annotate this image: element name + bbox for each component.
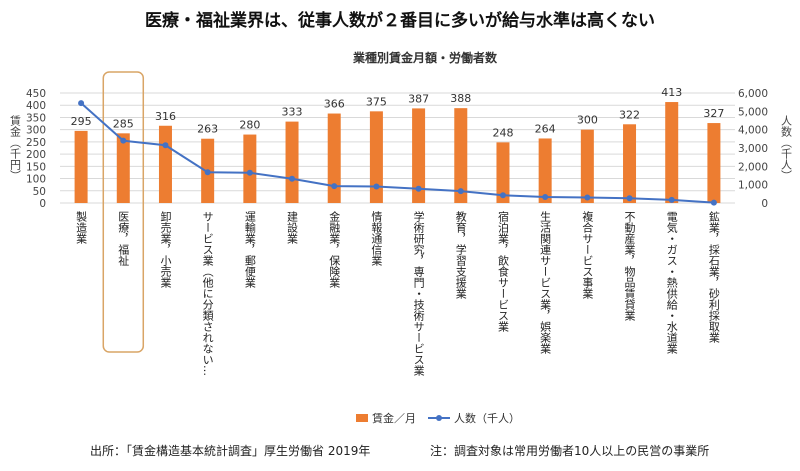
bar-data-label: 248 (492, 126, 513, 139)
y-tick-left: 400 (26, 100, 46, 112)
line-point (78, 100, 85, 107)
legend-swatch-bar (356, 414, 368, 422)
y-tick-right: 0 (761, 198, 768, 210)
legend-label-bar: 賃金／月 (372, 411, 416, 425)
bar-data-label: 263 (197, 123, 218, 136)
bar-data-label: 388 (450, 92, 471, 105)
bar-data-label: 327 (703, 107, 724, 120)
y-tick-left: 450 (26, 88, 46, 100)
x-tick-label: 鉱業，採石業，砂利採取業 (707, 210, 720, 343)
bar (243, 134, 257, 203)
footer-note: 注：調査対象は常用労働者10人以上の民営の事業所 (430, 444, 710, 458)
y-tick-right: 3,000 (738, 143, 768, 155)
x-tick-label: 医療，福祉 (117, 211, 130, 267)
x-tick-label: 情報通信業 (370, 211, 383, 266)
bar (538, 138, 552, 203)
x-tick-label: 複合サービス事業 (581, 210, 594, 299)
y-axis-label-right: 人数（千人） (780, 115, 793, 181)
bar-data-label: 333 (282, 106, 303, 119)
y-tick-right: 2,000 (738, 161, 768, 173)
bar (412, 108, 426, 203)
y-tick-left: 300 (26, 125, 46, 137)
y-tick-left: 150 (26, 161, 46, 173)
line-point (204, 169, 211, 176)
y-tick-right: 6,000 (738, 88, 768, 100)
y-tick-right: 1,000 (738, 180, 768, 192)
bar (623, 124, 637, 203)
bar (496, 142, 510, 203)
line-point (626, 195, 633, 202)
line-point (162, 142, 169, 149)
bar-data-label: 300 (577, 114, 598, 127)
x-tick-label: 生活関連サービス業，娯楽業 (539, 210, 552, 354)
x-tick-label: 金融業，保険業 (328, 210, 341, 288)
bar-data-label: 264 (535, 122, 556, 135)
x-tick-label: 不動産業，物品賃貸業 (623, 211, 636, 321)
bar-data-label: 322 (619, 108, 640, 121)
line-point (668, 196, 675, 203)
bar-data-label: 375 (366, 95, 387, 108)
x-tick-label: 宿泊業，飲食サービス業 (496, 210, 509, 332)
line-point (542, 193, 549, 200)
line-point (289, 175, 296, 182)
bar-data-label: 316 (155, 110, 176, 123)
line-point (120, 137, 127, 144)
y-axis-label-left: 賃金（千円） (9, 114, 22, 181)
line-point (373, 183, 380, 190)
x-tick-label: 学術研究，専門・技術サービス業 (412, 210, 425, 376)
bar (285, 121, 299, 203)
y-tick-left: 50 (33, 186, 46, 198)
bar (707, 123, 721, 203)
x-tick-label: 製造業 (75, 210, 88, 244)
footer-source: 出所：「賃金構造基本統計調査」厚生労働省 2019年 (90, 444, 371, 458)
x-tick-label: 電気・ガス・熱供給・水道業 (665, 211, 678, 354)
bar (580, 129, 594, 203)
x-tick-label: 運輸業，郵便業 (243, 211, 256, 288)
chart-title: 業種別賃金月額・労働者数 (352, 50, 498, 65)
line-point (584, 194, 591, 201)
y-tick-left: 100 (26, 174, 46, 186)
x-tick-label: 建設業 (286, 210, 299, 244)
y-tick-right: 4,000 (738, 125, 768, 137)
bar (327, 113, 341, 203)
bar (74, 130, 88, 203)
bar (665, 102, 679, 203)
y-tick-left: 200 (26, 149, 46, 161)
bar-data-label: 366 (324, 98, 345, 111)
line-point (457, 188, 464, 195)
y-tick-left: 350 (26, 112, 46, 124)
bar (454, 108, 468, 203)
bar-data-label: 295 (71, 115, 92, 128)
line-point (710, 199, 717, 206)
line-series (80, 102, 714, 204)
legend-label-line: 人数（千人） (454, 412, 520, 425)
bar (116, 133, 130, 203)
x-tick-label: 卸売業，小売業 (159, 210, 172, 288)
bar-data-label: 413 (661, 86, 682, 99)
y-tick-left: 250 (26, 137, 46, 149)
legend-marker-line (436, 415, 442, 421)
bar (369, 111, 383, 203)
line-point (246, 169, 253, 176)
x-tick-label: 教育，学習支援業 (454, 211, 467, 299)
x-tick-label: サービス業（他に分類されない… (201, 211, 214, 376)
bar (158, 125, 172, 203)
line-point (415, 185, 422, 192)
y-tick-left: 0 (39, 198, 46, 210)
bar-data-label: 387 (408, 92, 429, 105)
y-tick-right: 5,000 (738, 106, 768, 118)
bar-data-label: 280 (239, 119, 260, 132)
line-point (499, 192, 506, 199)
page-title: 医療・福祉業界は、従事人数が２番目に多いが給与水準は高くない (145, 11, 655, 31)
bar-data-label: 285 (113, 117, 134, 130)
highlight-frame (102, 71, 145, 353)
line-point (331, 183, 338, 190)
